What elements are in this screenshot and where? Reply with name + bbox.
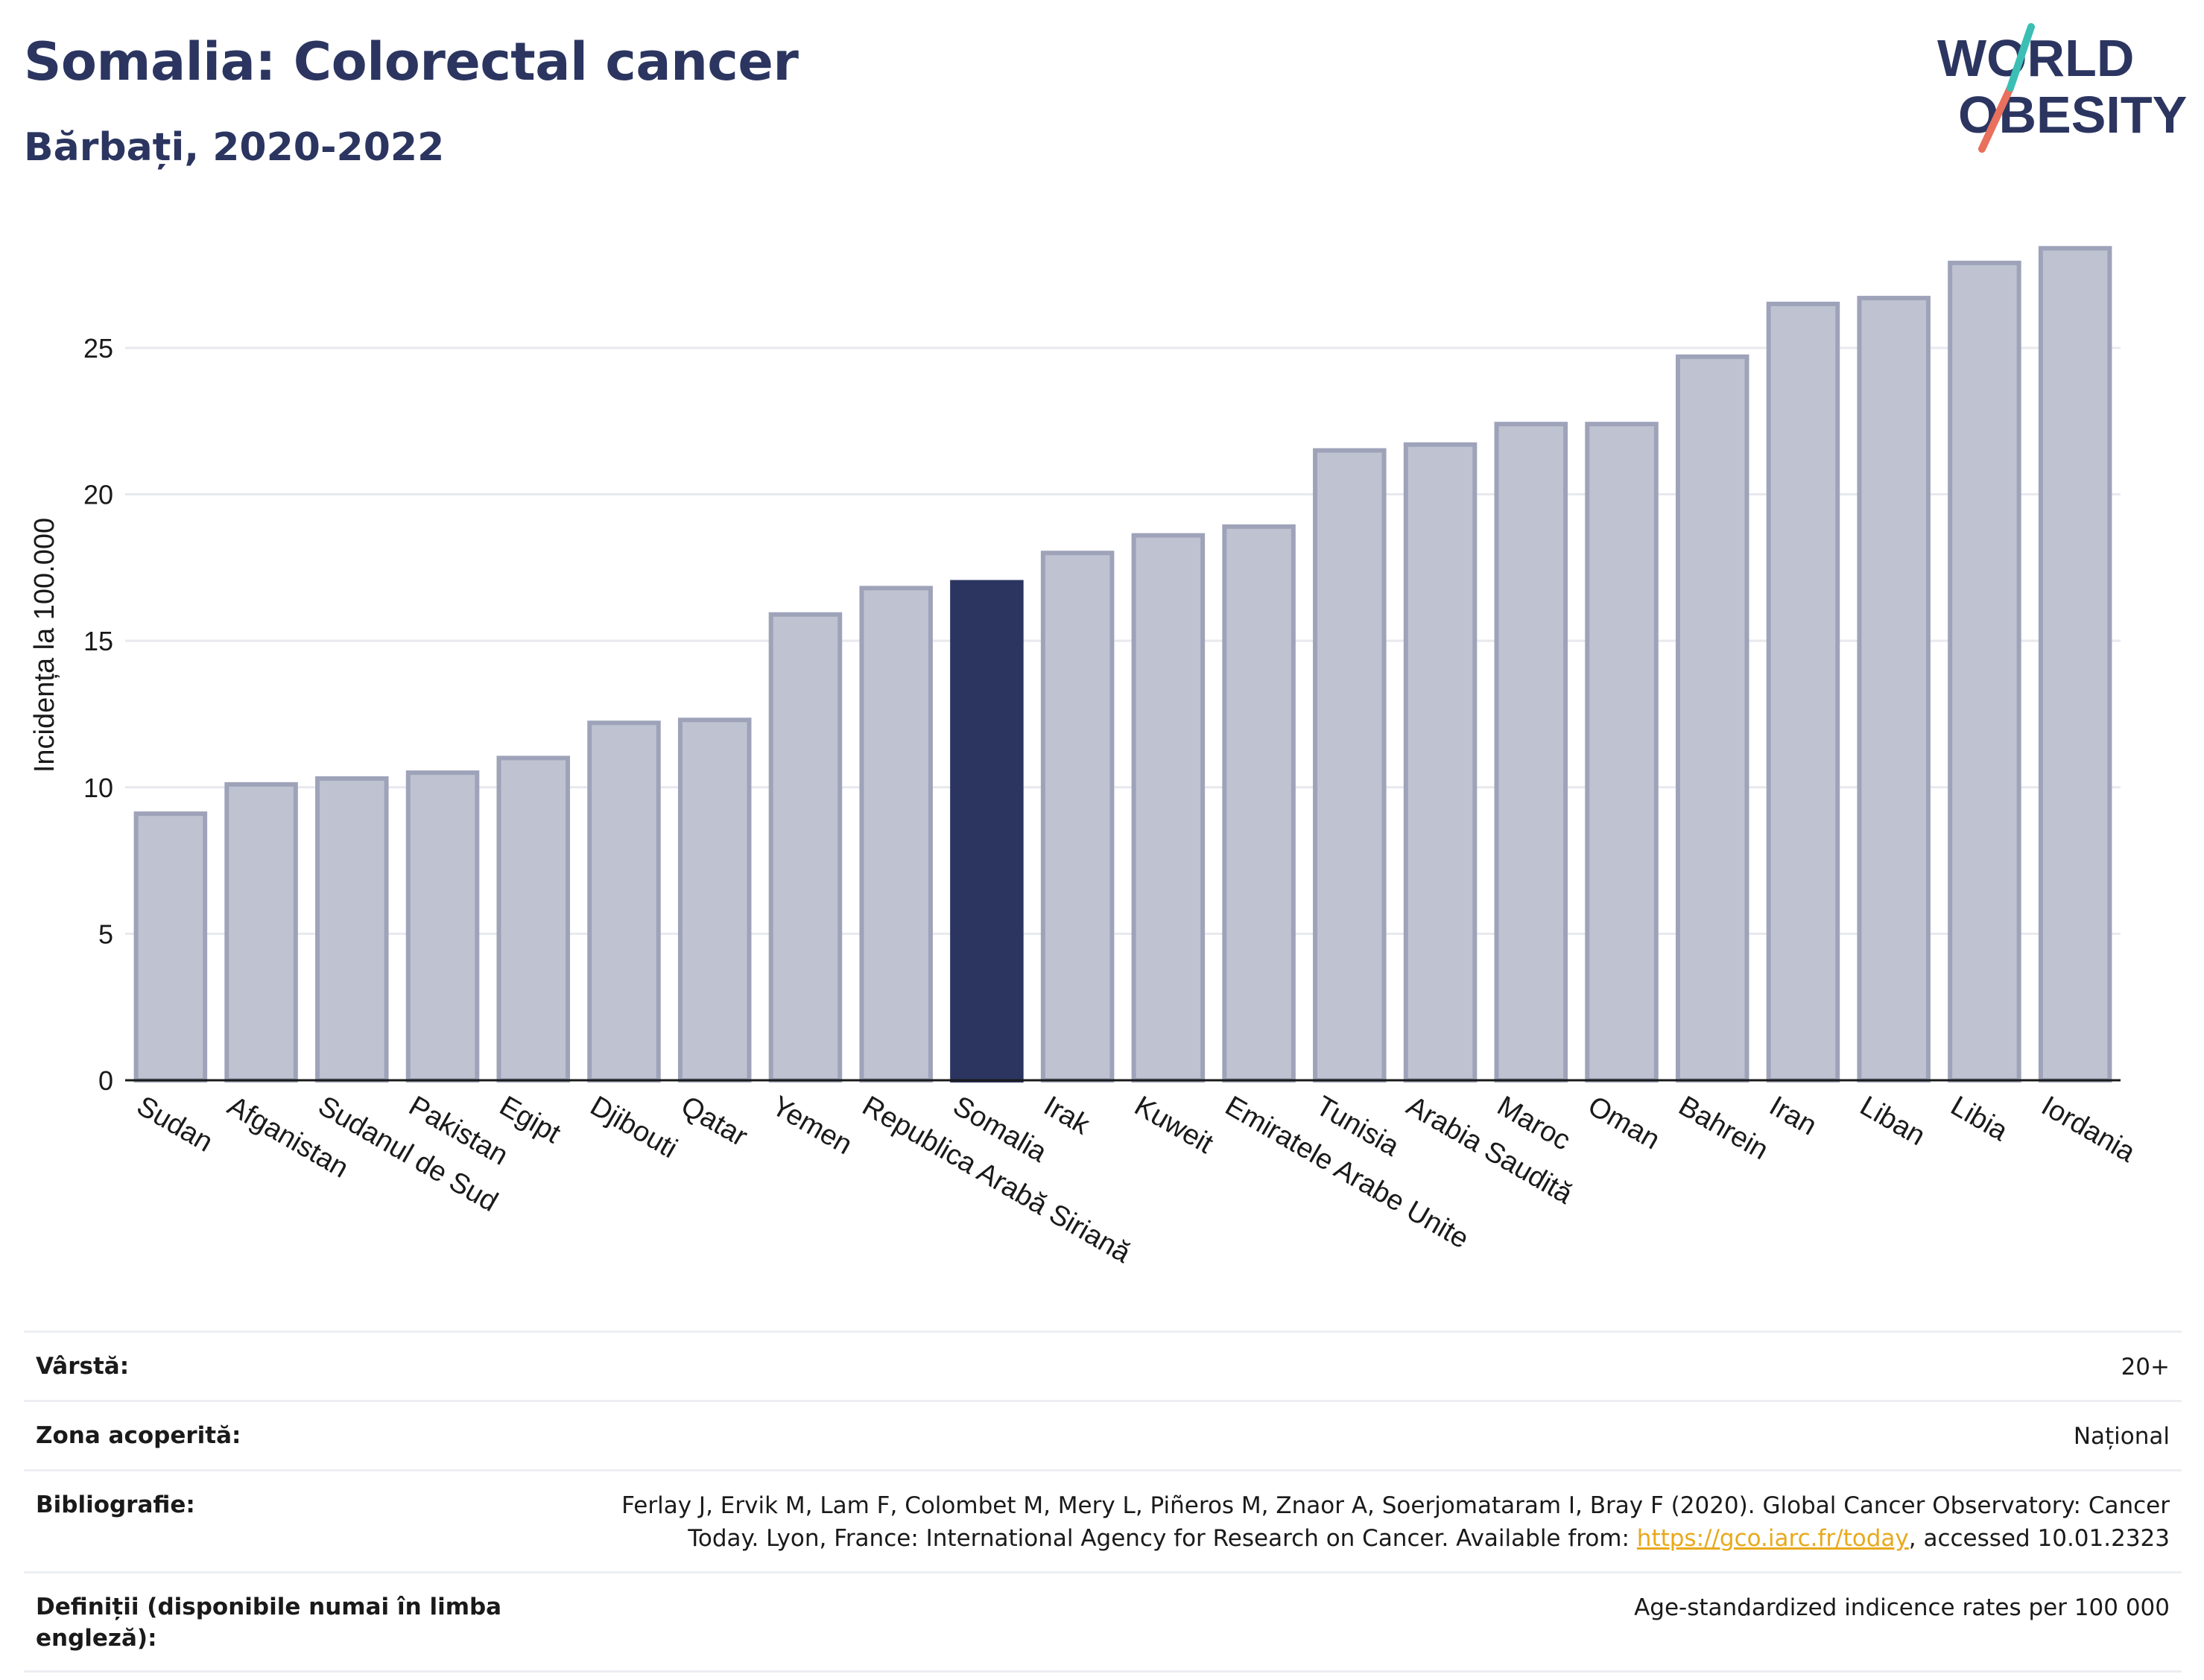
bar[interactable] [224, 782, 298, 1083]
bibliography-link[interactable]: https://gco.iarc.fr/today [1636, 1525, 1909, 1552]
world-obesity-logo: WORLD OBESITY [1937, 23, 2187, 153]
bar[interactable] [859, 586, 933, 1083]
y-tick-label: 25 [83, 333, 113, 364]
bar-highlight[interactable] [950, 580, 1024, 1083]
x-tick-label: Irak [1039, 1090, 1096, 1141]
logo-slash-teal [2007, 23, 2035, 92]
info-label-coverage: Zona acoperită: [36, 1422, 241, 1449]
bar[interactable] [496, 755, 571, 1083]
bar[interactable] [2038, 246, 2112, 1083]
bibliography-line2-pre: Today. Lyon, France: International Agenc… [688, 1525, 1637, 1552]
bar[interactable] [133, 811, 208, 1083]
bar[interactable] [1222, 524, 1296, 1083]
info-row-bibliography: Bibliografie: Ferlay J, Ervik M, Lam F, … [24, 1469, 2182, 1571]
bar[interactable] [1313, 448, 1387, 1083]
bar[interactable] [1040, 551, 1115, 1083]
info-row-coverage: Zona acoperită: Național [24, 1400, 2182, 1469]
bar[interactable] [1585, 422, 1659, 1083]
x-tick-label: Kuweit [1129, 1090, 1218, 1160]
x-tick-label: Yemen [766, 1090, 857, 1161]
bibliography-line2: Today. Lyon, France: International Agenc… [621, 1522, 2170, 1555]
y-tick-label: 5 [98, 919, 113, 949]
bar[interactable] [1494, 422, 1568, 1083]
info-table: Vârstă: 20+ Zona acoperită: Național Bib… [24, 1331, 2182, 1673]
bar[interactable] [315, 776, 389, 1083]
info-value-age: 20+ [2121, 1354, 2170, 1381]
info-value-coverage: Național [2073, 1423, 2170, 1450]
x-tick-label: Djibouti [585, 1090, 683, 1164]
info-label-definitions: Definiții (disponibile numai în limba en… [36, 1594, 502, 1652]
x-tick-label: Iran [1764, 1090, 1822, 1141]
bar[interactable] [768, 612, 843, 1083]
x-tick-label: Bahrein [1673, 1090, 1773, 1166]
bar[interactable] [1131, 533, 1206, 1083]
bar[interactable] [1948, 260, 2021, 1083]
info-label-bibliography: Bibliografie: [36, 1492, 195, 1518]
y-tick-label: 20 [83, 480, 113, 510]
y-axis-label: Incidența la 100.000 [29, 518, 60, 773]
logo-slash-coral [1978, 84, 2014, 153]
bar[interactable] [405, 770, 480, 1083]
bar[interactable] [1857, 296, 1931, 1083]
bar[interactable] [587, 720, 661, 1083]
bar[interactable] [1403, 442, 1478, 1083]
chart-title: Somalia: Colorectal cancer [24, 31, 799, 92]
x-tick-label: Liban [1855, 1090, 1931, 1152]
x-tick-label: Oman [1583, 1090, 1665, 1156]
y-tick-label: 10 [83, 773, 113, 803]
info-value-definitions: Age-standardized indicence rates per 100… [1634, 1594, 2170, 1621]
bar[interactable] [677, 717, 752, 1083]
bar[interactable] [1766, 301, 1840, 1083]
chart-subtitle: Bărbați, 2020-2022 [24, 125, 445, 170]
bibliography-line1: Ferlay J, Ervik M, Lam F, Colombet M, Me… [621, 1492, 2170, 1519]
bibliography-line2-post: , accessed 10.01.2323 [1908, 1525, 2170, 1552]
y-tick-label: 0 [98, 1065, 113, 1096]
info-row-age: Vârstă: 20+ [24, 1331, 2182, 1400]
x-tick-label: Sudan [131, 1090, 218, 1158]
y-tick-label: 15 [83, 626, 113, 656]
x-tick-label: Qatar [676, 1090, 753, 1153]
bar[interactable] [1675, 354, 1749, 1083]
info-value-bibliography: Ferlay J, Ervik M, Lam F, Colombet M, Me… [621, 1489, 2170, 1555]
x-tick-label: Libia [1945, 1090, 2013, 1147]
logo-line1: WORLD [1937, 29, 2134, 87]
info-row-definitions: Definiții (disponibile numai în limba en… [24, 1571, 2182, 1673]
x-tick-label: Iordania [2036, 1090, 2141, 1168]
bars [133, 246, 2112, 1083]
info-label-age: Vârstă: [36, 1353, 130, 1380]
